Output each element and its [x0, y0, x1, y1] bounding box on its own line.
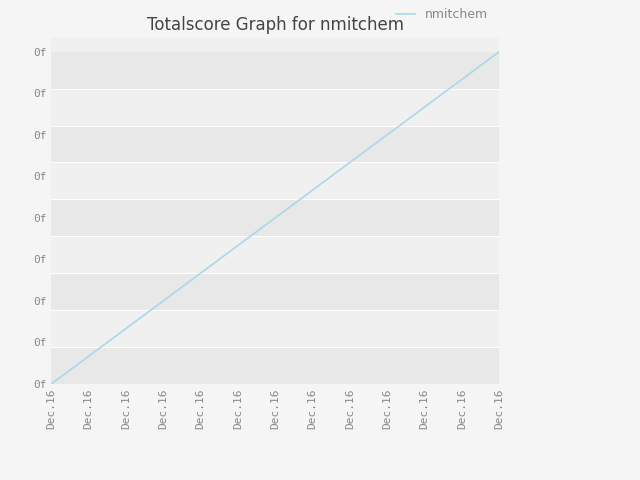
Line: nmitchem: nmitchem — [51, 52, 499, 384]
Bar — [51, 273, 499, 310]
nmitchem — [47, 381, 55, 387]
Bar — [51, 162, 499, 199]
Bar — [51, 52, 499, 89]
Bar — [51, 236, 499, 273]
nmitchem — [323, 177, 331, 182]
nmitchem — [495, 49, 503, 55]
nmitchem — [461, 74, 468, 80]
Bar — [51, 199, 499, 236]
Bar — [51, 89, 499, 126]
Bar — [51, 347, 499, 384]
Bar — [51, 126, 499, 162]
nmitchem — [426, 100, 434, 106]
nmitchem — [254, 228, 262, 233]
nmitchem — [185, 279, 193, 285]
nmitchem — [151, 304, 159, 310]
Legend: nmitchem: nmitchem — [391, 3, 493, 26]
nmitchem — [289, 202, 296, 208]
Title: Totalscore Graph for nmitchem: Totalscore Graph for nmitchem — [147, 16, 404, 34]
nmitchem — [358, 151, 365, 157]
nmitchem — [392, 125, 399, 131]
nmitchem — [220, 253, 227, 259]
Bar — [51, 310, 499, 347]
nmitchem — [116, 330, 124, 336]
nmitchem — [82, 356, 90, 361]
